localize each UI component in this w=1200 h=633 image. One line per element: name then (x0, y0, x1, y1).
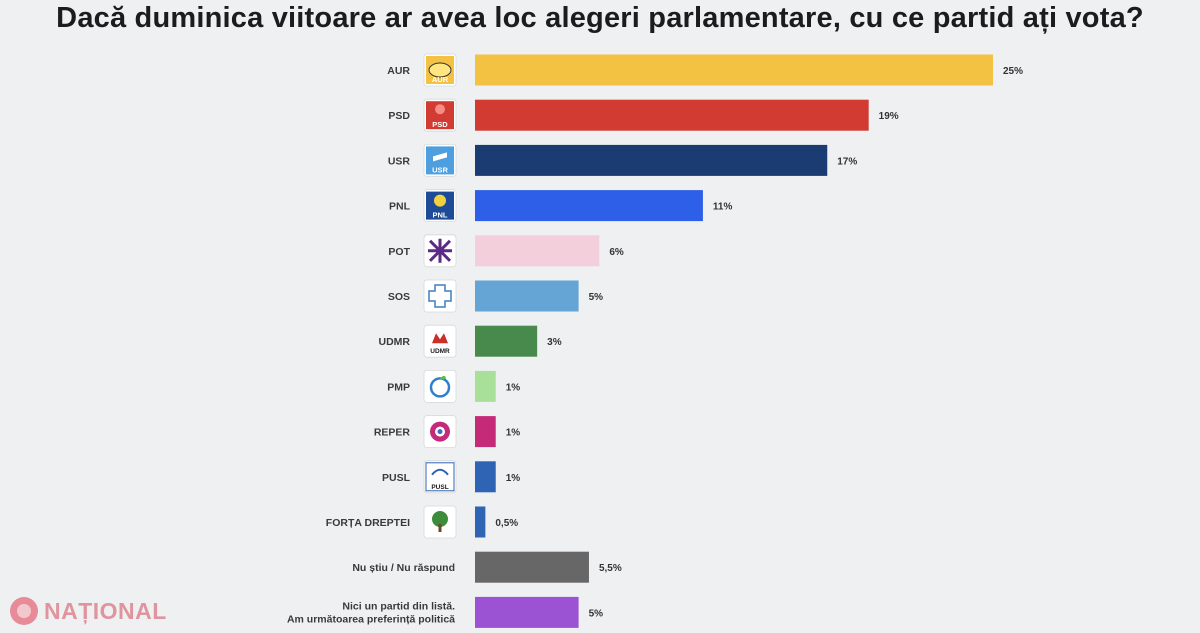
bar-row: FORȚA DREPTEI 0,5% (326, 505, 518, 539)
bar (475, 416, 496, 448)
pmp-logo-icon (423, 369, 457, 403)
aur-logo-icon: AUR (423, 53, 457, 87)
bar (475, 235, 600, 267)
bar (475, 54, 993, 86)
chart-title: Dacă duminica viitoare ar avea loc alege… (56, 2, 1144, 34)
category-label: REPER (374, 427, 411, 439)
category-label: POT (388, 246, 410, 258)
bar (475, 325, 538, 357)
national-logo-icon (10, 597, 38, 625)
category-label: SOS (388, 291, 410, 303)
value-label: 6% (609, 247, 624, 258)
udmr-logo-text: UDMR (430, 348, 450, 355)
bar-row: SOS 5% (388, 279, 604, 313)
watermark-text: NAȚIONAL (44, 597, 167, 624)
psd-logo-icon: PSD (423, 98, 457, 132)
category-label: Nu știu / Nu răspund (352, 562, 455, 574)
bar-row: PMP 1% (387, 369, 521, 403)
bar-row: PNL PNL 11% (389, 189, 733, 223)
sos-logo-icon (423, 279, 457, 313)
category-label: AUR (387, 65, 410, 77)
value-label: 5,5% (599, 563, 622, 574)
value-label: 5% (589, 292, 604, 303)
value-label: 17% (837, 156, 857, 167)
bar-row: PSD PSD 19% (388, 98, 899, 132)
category-label: UDMR (379, 336, 411, 348)
bar (475, 551, 589, 583)
value-label: 19% (879, 111, 899, 122)
bar-row: POT 6% (388, 234, 624, 268)
bar (475, 461, 496, 493)
category-label: PUSL (382, 472, 411, 484)
bar-row: REPER 1% (374, 415, 521, 449)
pnl-logo-icon: PNL (423, 189, 457, 223)
usr-logo-icon: USR (423, 143, 457, 177)
pusl-logo-text: PUSL (431, 484, 448, 491)
bar (475, 280, 579, 312)
bar-row: PUSL PUSL 1% (382, 460, 521, 494)
value-label: 0,5% (495, 518, 518, 529)
bar (475, 190, 703, 222)
forta-dreptei-logo-icon (423, 505, 457, 539)
category-label: PSD (388, 110, 410, 122)
pusl-logo-icon: PUSL (423, 460, 457, 494)
bar-row: UDMR UDMR 3% (379, 324, 562, 358)
bar-row: AUR AUR 25% (387, 53, 1023, 87)
category-label: Am următoarea preferință politică (287, 613, 455, 625)
category-label: FORȚA DREPTEI (326, 517, 410, 529)
category-label: PMP (387, 381, 410, 393)
bar-row: Nici un partid din listă.Am următoarea p… (287, 596, 604, 628)
value-label: 1% (506, 382, 521, 393)
category-label: PNL (389, 201, 411, 213)
value-label: 1% (506, 473, 521, 484)
udmr-logo-icon: UDMR (423, 324, 457, 358)
value-label: 1% (506, 428, 521, 439)
value-label: 25% (1003, 66, 1023, 77)
category-label: USR (388, 155, 411, 167)
watermark: NAȚIONAL (10, 596, 167, 626)
aur-logo-text: AUR (432, 75, 449, 84)
value-label: 11% (713, 202, 733, 213)
psd-logo-text: PSD (432, 120, 448, 129)
bar (475, 506, 486, 538)
pot-logo-icon (423, 234, 457, 268)
value-label: 3% (547, 337, 562, 348)
bar (475, 596, 579, 628)
bar-row: USR USR 17% (388, 143, 857, 177)
category-label: Nici un partid din listă. (342, 600, 455, 612)
value-label: 5% (589, 608, 604, 619)
pnl-logo-text: PNL (433, 211, 448, 220)
reper-logo-icon (423, 415, 457, 449)
bar-row: Nu știu / Nu răspund 5,5% (352, 551, 622, 583)
bar (475, 370, 496, 402)
usr-logo-text: USR (432, 165, 448, 174)
bar (475, 144, 828, 176)
bar (475, 99, 869, 131)
